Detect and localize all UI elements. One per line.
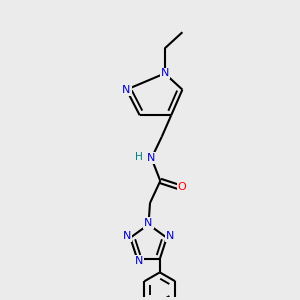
Text: N: N	[160, 68, 169, 78]
Text: N: N	[123, 231, 131, 241]
Text: N: N	[135, 256, 143, 266]
Text: O: O	[177, 182, 186, 192]
Text: N: N	[144, 218, 153, 228]
Text: H: H	[135, 152, 143, 162]
Text: N: N	[166, 231, 175, 241]
Text: N: N	[122, 85, 130, 94]
Text: N: N	[147, 153, 156, 163]
